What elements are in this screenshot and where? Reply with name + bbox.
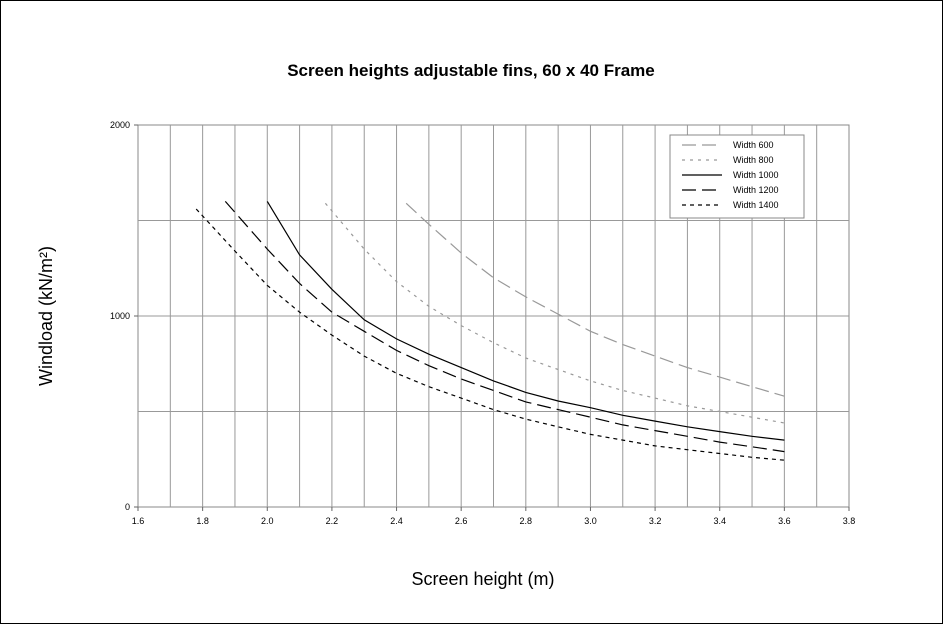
x-tick-label: 3.8 — [843, 516, 856, 526]
x-tick-label: 2.8 — [520, 516, 533, 526]
x-axis-label: Screen height (m) — [411, 569, 554, 589]
legend-entry: Width 800 — [733, 155, 774, 165]
series-line-width-1200 — [224, 201, 785, 453]
legend: Width 600 Width 800 Width 1000 Width 1200 Wi… — [669, 134, 805, 219]
x-tick-label: 2.4 — [390, 516, 403, 526]
grid-layer — [138, 125, 849, 507]
x-tick-label: 1.8 — [196, 516, 209, 526]
legend-box — [669, 134, 805, 219]
x-tick-label: 3.4 — [713, 516, 726, 526]
legend-entry: Width 1000 — [733, 170, 779, 180]
x-tick-label: 1.6 — [132, 516, 145, 526]
y-tick-label: 1000 — [110, 311, 130, 321]
chart-title: Screen heights adjustable fins, 60 x 40 … — [287, 61, 655, 80]
y-axis-label: Windload (kN/m²) — [36, 246, 56, 386]
series-line-width-600 — [405, 202, 785, 397]
x-tick-label: 2.0 — [261, 516, 274, 526]
x-tick-label: 3.0 — [584, 516, 597, 526]
legend-entry: Width 1400 — [733, 200, 779, 210]
y-tick-label: 2000 — [110, 120, 130, 130]
series-layer — [195, 201, 785, 461]
series-line-width-1000 — [266, 201, 785, 441]
series-line-width-800 — [324, 202, 785, 424]
y-tick-label: 0 — [125, 502, 130, 512]
legend-entry: Width 600 — [733, 140, 774, 150]
x-tick-label: 3.6 — [778, 516, 791, 526]
legend-entry: Width 1200 — [733, 185, 779, 195]
x-tick-label: 2.6 — [455, 516, 468, 526]
axis-layer: 1.6 1.8 2.0 2.2 2.4 2.6 2.8 3.0 3.2 3.4 3.6 3.8 0 100… — [110, 120, 855, 526]
x-tick-label: 3.2 — [649, 516, 662, 526]
x-tick-label: 2.2 — [326, 516, 339, 526]
series-line-width-1400 — [195, 208, 785, 461]
